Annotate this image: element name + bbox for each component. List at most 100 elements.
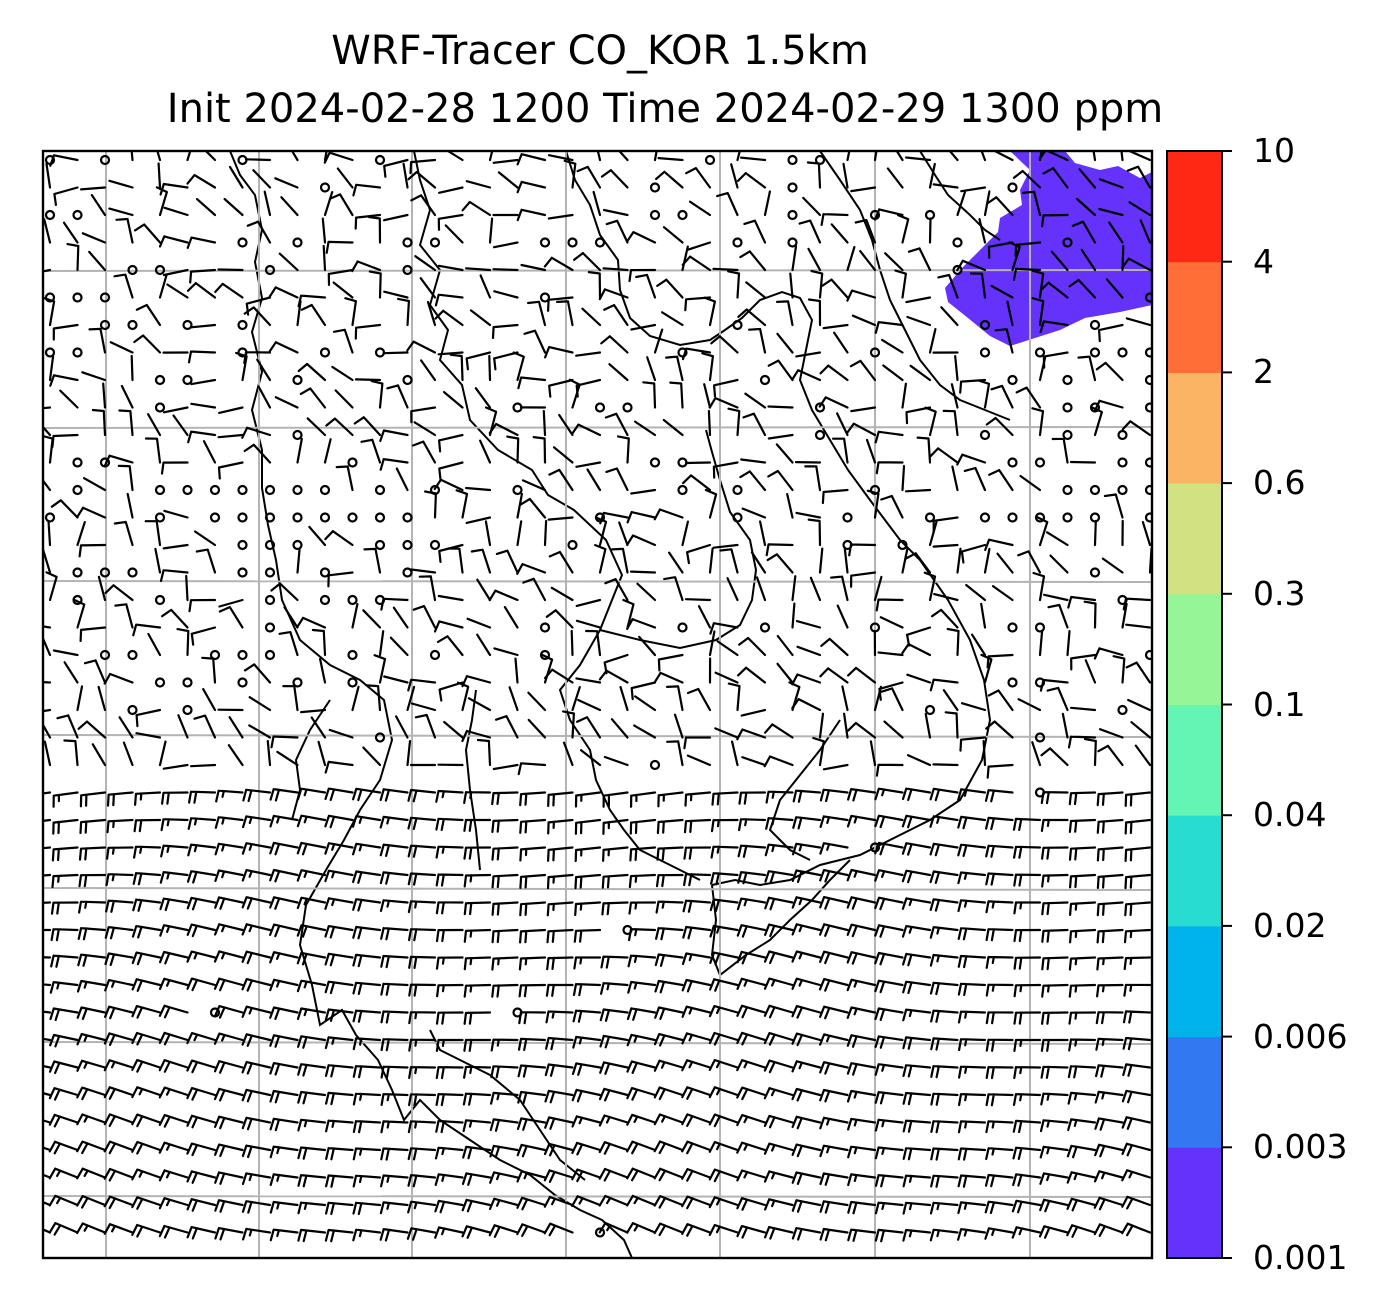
wind-barb [681, 347, 712, 361]
wind-barb [463, 956, 492, 971]
wind-barb [324, 1228, 354, 1243]
wind-barb [1014, 241, 1042, 257]
wind-barb [443, 391, 464, 409]
wind-barb [958, 1093, 987, 1107]
calm-wind-marker [209, 649, 221, 661]
wind-barb [243, 306, 272, 327]
colorbar-segment [1167, 1147, 1222, 1259]
wind-barb [599, 511, 629, 525]
wind-barb [546, 873, 574, 890]
wind-barb [830, 223, 849, 244]
calm-wind-marker [1034, 347, 1046, 358]
wind-barb [268, 341, 299, 354]
wind-barb [43, 818, 52, 822]
wind-barb [605, 467, 629, 492]
wind-barb [683, 846, 712, 860]
wind-barb [750, 551, 767, 574]
calm-wind-marker [787, 154, 798, 166]
wind-barb [435, 901, 464, 915]
wind-barb [488, 422, 519, 437]
wind-barb [296, 616, 327, 629]
calm-wind-marker [154, 512, 166, 523]
wind-barb [63, 739, 79, 767]
wind-barb [48, 1060, 79, 1075]
wind-barb [929, 953, 959, 967]
wind-barb [767, 469, 794, 492]
wind-barb [983, 547, 991, 574]
wind-barb [544, 668, 574, 684]
wind-barb [319, 657, 327, 684]
wind-barb [176, 628, 190, 657]
wind-barb [517, 376, 547, 390]
wind-barb [930, 1009, 959, 1023]
wind-barb [461, 1225, 492, 1239]
wind-barb [697, 605, 712, 629]
wind-barb [1041, 901, 1069, 916]
wind-barb [764, 1226, 794, 1240]
wind-barb [1130, 721, 1152, 739]
wind-barb [957, 954, 987, 969]
wind-barb [106, 791, 134, 807]
wind-barb [379, 871, 409, 885]
wind-barb [545, 983, 574, 997]
wind-barb [601, 873, 629, 889]
wind-barb [598, 1114, 629, 1127]
calm-wind-marker [237, 567, 248, 578]
wind-barb [600, 335, 629, 354]
wind-barb [543, 1222, 574, 1237]
wind-barb [681, 1140, 712, 1155]
wind-barb [851, 314, 877, 327]
wind-barb [865, 438, 877, 464]
wind-barb [437, 213, 464, 231]
calm-wind-marker [1007, 374, 1018, 386]
wind-barb [573, 956, 602, 970]
wind-barb [1122, 597, 1152, 611]
wind-barb [299, 387, 327, 409]
wind-barb [959, 736, 987, 752]
wind-barb [1096, 873, 1124, 889]
wind-barb [906, 673, 932, 684]
wind-barb [379, 815, 409, 829]
wind-barb [407, 844, 437, 858]
wind-barb [1083, 600, 1097, 629]
wind-barb [985, 816, 1014, 831]
wind-barb [414, 713, 437, 739]
wind-barb [214, 1115, 244, 1130]
wind-barb [923, 571, 937, 602]
wind-barb [248, 696, 272, 712]
wind-barb [461, 729, 492, 743]
wind-barb [985, 720, 1014, 739]
wind-barb [646, 356, 657, 382]
wind-barb [434, 293, 464, 307]
wind-barb [1095, 361, 1124, 382]
wind-barb [187, 430, 217, 444]
wind-barb [493, 647, 519, 657]
wind-barb [463, 846, 492, 860]
wind-barb [324, 842, 354, 855]
wind-barb [575, 461, 602, 468]
wind-barb [673, 713, 684, 739]
wind-barb [189, 268, 217, 284]
wind-barb [791, 1087, 822, 1102]
wind-barb [791, 977, 822, 990]
wind-barb [76, 979, 107, 993]
wind-barb [160, 461, 189, 475]
wind-barb [902, 952, 932, 967]
wind-barb [791, 1143, 822, 1158]
wind-barb [379, 843, 409, 857]
wind-barb [1013, 1066, 1042, 1080]
calm-wind-marker [154, 264, 166, 276]
calm-wind-marker [1034, 732, 1046, 743]
wind-barb [354, 323, 382, 340]
wind-barb [987, 241, 1014, 259]
wind-barb [437, 594, 464, 602]
wind-barb [324, 530, 354, 547]
colorbar-segment [1167, 925, 1222, 1038]
wind-barb [131, 1005, 162, 1019]
wind-barb [846, 245, 856, 272]
wind-barb [518, 983, 547, 998]
wind-barb [628, 901, 657, 915]
wind-barb [929, 1228, 959, 1242]
wind-barb [324, 760, 354, 774]
wind-barb [1013, 1011, 1042, 1025]
